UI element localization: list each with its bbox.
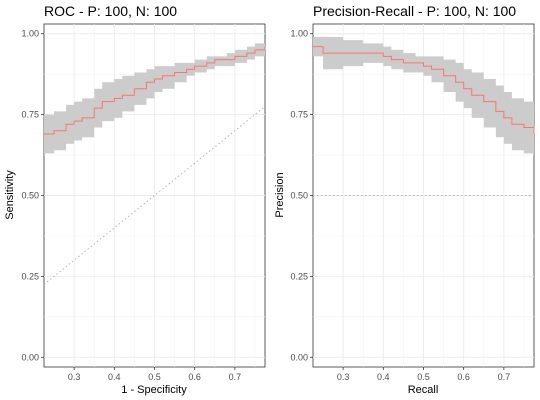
pr-x-tick-label: 0.4: [377, 372, 390, 382]
pr-y-axis-label: Precision: [274, 172, 286, 217]
pr-y-tick-label: 1.00: [290, 29, 308, 39]
roc-y-tick-label: 0.25: [21, 271, 39, 281]
pr-x-tick-label: 0.5: [417, 372, 430, 382]
pr-x-tick-label: 0.3: [337, 372, 350, 382]
roc-panel: ROC - P: 100, N: 100 1 - Specificity Sen…: [4, 3, 266, 396]
pr-y-tick-label: 0.00: [290, 352, 308, 362]
pr-x-ticks: 0.3 0.4 0.5 0.6 0.7: [337, 367, 510, 382]
roc-curve-line: [44, 46, 266, 135]
pr-confidence-band: [313, 36, 534, 157]
roc-y-tick-label: 1.00: [21, 29, 39, 39]
roc-x-tick-label: 0.4: [108, 372, 121, 382]
roc-x-tick-label: 0.6: [188, 372, 201, 382]
roc-series-group: [44, 40, 266, 154]
roc-y-ticks: 0.00 0.25 0.50 0.75 1.00: [21, 29, 44, 362]
roc-reference-line-group: [43, 106, 266, 285]
pr-y-ticks: 0.00 0.25 0.50 0.75 1.00: [290, 29, 313, 362]
roc-x-axis-label: 1 - Specificity: [121, 384, 187, 396]
roc-x-ticks: 0.3 0.4 0.5 0.6 0.7: [68, 367, 241, 382]
pr-curve-line: [313, 46, 535, 135]
pr-y-tick-label: 0.50: [290, 191, 308, 201]
pr-x-tick-label: 0.6: [457, 372, 470, 382]
roc-y-tick-label: 0.00: [21, 352, 39, 362]
pr-panel: Precision-Recall - P: 100, N: 100 Recall…: [274, 3, 535, 396]
roc-reference-line: [43, 106, 266, 285]
roc-confidence-band: [44, 40, 265, 154]
roc-y-tick-label: 0.50: [21, 191, 39, 201]
roc-y-axis-label: Sensitivity: [4, 170, 16, 220]
roc-x-tick-label: 0.3: [68, 372, 81, 382]
roc-grid: [44, 24, 265, 367]
roc-title: ROC - P: 100, N: 100: [44, 3, 177, 19]
pr-title: Precision-Recall - P: 100, N: 100: [313, 3, 516, 19]
roc-x-tick-label: 0.7: [229, 372, 242, 382]
pr-y-tick-label: 0.25: [290, 271, 308, 281]
pr-series-group: [313, 36, 535, 157]
pr-x-axis-label: Recall: [408, 384, 439, 396]
roc-y-tick-label: 0.75: [21, 110, 39, 120]
pr-y-tick-label: 0.75: [290, 110, 308, 120]
roc-x-tick-label: 0.5: [148, 372, 161, 382]
pr-x-tick-label: 0.7: [498, 372, 511, 382]
